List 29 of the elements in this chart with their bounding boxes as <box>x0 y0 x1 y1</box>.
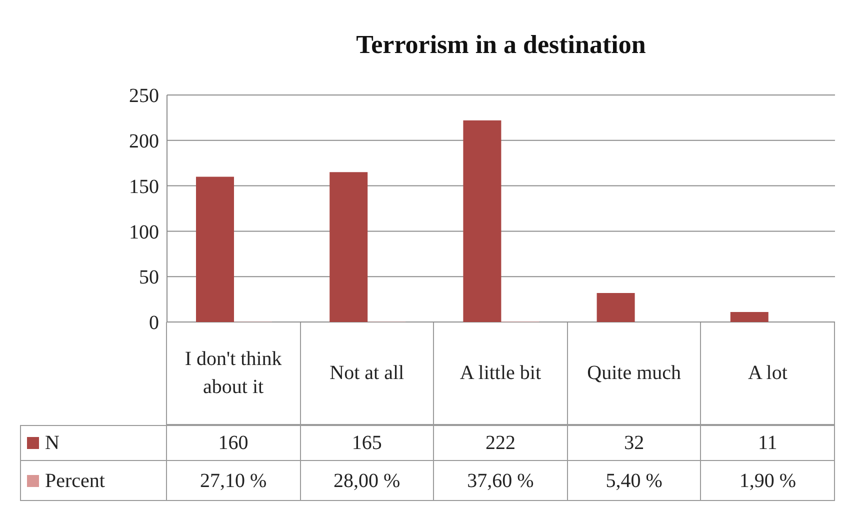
legend-label: Percent <box>20 461 167 501</box>
x-tick-label: A little bit <box>434 322 568 425</box>
data-label: 5,40 % <box>568 461 702 501</box>
bar <box>196 176 234 322</box>
x-tick-label: A lot <box>701 322 835 425</box>
legend-label: N <box>20 426 167 461</box>
y-tick-label: 50 <box>139 266 159 289</box>
data-label: 165 <box>300 426 434 461</box>
data-label: 160 <box>167 426 301 461</box>
data-label: 32 <box>568 426 702 461</box>
chart-title: Terrorism in a destination <box>355 30 647 60</box>
bar <box>596 292 635 322</box>
y-tick-label: 100 <box>129 221 159 244</box>
data-label: 11 <box>701 426 835 461</box>
x-tick-label: Not at all <box>300 322 434 425</box>
y-tick-label: 150 <box>129 176 159 198</box>
y-tick-label: 250 <box>129 85 159 108</box>
x-tick-label: I don't think about it <box>167 322 301 425</box>
y-tick-label: 200 <box>129 130 159 152</box>
data-label: 27,10 % <box>167 461 301 501</box>
data-label: 37,60 % <box>434 461 568 501</box>
data-label: 28,00 % <box>300 461 434 501</box>
bar <box>463 120 502 322</box>
bar <box>730 312 768 322</box>
data-label: 222 <box>434 426 568 461</box>
bar <box>330 172 368 322</box>
y-tick-label: 0 <box>149 312 159 334</box>
data-label: 1,90 % <box>701 461 835 501</box>
x-tick-label: Quite much <box>568 322 702 425</box>
